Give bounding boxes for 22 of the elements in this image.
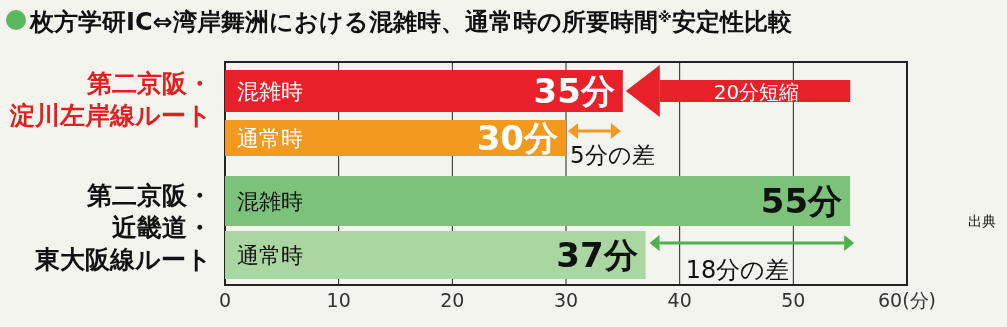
x-tick-label: 60(分) [877, 289, 937, 311]
data-label: 30分 [476, 118, 558, 158]
x-tick-label: 10 [326, 289, 351, 311]
x-tick-label: 50 [781, 289, 806, 311]
annotation: 18分の差 [685, 256, 790, 284]
text: 出典 [968, 213, 996, 229]
annotation: 5分の差 [570, 142, 655, 168]
x-tick-label: 0 [218, 289, 232, 311]
text: 第二京阪・淀川左岸線ルート [9, 69, 212, 130]
x-tick-label: 20 [440, 289, 465, 311]
x-tick-label: 40 [667, 289, 692, 311]
text: 第二京阪・近畿道・東大阪線ルート [34, 181, 212, 274]
annotation: 20分短縮 [713, 80, 800, 104]
data-label: 35分 [533, 71, 615, 111]
chart-title: 枚方学研IC⇔湾岸舞洲における混雑時、通常時の所要時間$^{※}$安定性比較 [29, 8, 793, 36]
x-tick-label: 30 [553, 289, 579, 311]
y-tick-label: 混雑時 [237, 79, 303, 104]
y-tick-label: 混雑時 [237, 189, 303, 214]
data-label: 55分 [760, 181, 843, 221]
data-label: 37分 [556, 235, 638, 275]
y-tick-label: 通常時 [237, 243, 303, 268]
y-tick-label: 通常時 [237, 126, 303, 151]
